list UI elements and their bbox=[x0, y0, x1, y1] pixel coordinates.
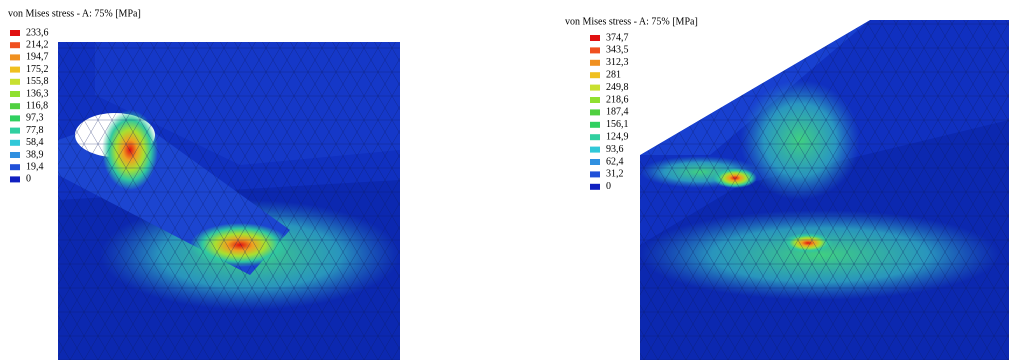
legend-swatch bbox=[590, 47, 600, 53]
figure: von Mises stress - A: 75% [MPa] von Mise… bbox=[0, 0, 1009, 360]
legend-label: 62,4 bbox=[606, 156, 624, 167]
legend-label: 58,4 bbox=[26, 137, 44, 148]
legend-swatch bbox=[590, 97, 600, 103]
legend-label: 38,9 bbox=[26, 149, 44, 160]
legend-swatch bbox=[10, 103, 20, 109]
legend-swatch bbox=[590, 122, 600, 128]
legend-swatch bbox=[10, 128, 20, 134]
legend-swatch bbox=[590, 60, 600, 66]
legend-swatch bbox=[590, 159, 600, 165]
legend-swatch bbox=[590, 35, 600, 41]
legend-label: 312,3 bbox=[606, 57, 629, 68]
legend-label: 175,2 bbox=[26, 64, 49, 75]
legend-label: 233,6 bbox=[26, 27, 49, 38]
legend-swatch bbox=[10, 164, 20, 170]
legend-label: 343,5 bbox=[606, 45, 629, 56]
legend-swatch bbox=[10, 30, 20, 36]
legend-label: 124,9 bbox=[606, 131, 629, 142]
fem-image-left bbox=[58, 42, 400, 360]
legend-label: 0 bbox=[26, 174, 31, 185]
legend-swatch bbox=[590, 134, 600, 140]
legend-swatch bbox=[590, 171, 600, 177]
legend-label: 0 bbox=[606, 181, 611, 192]
legend-label: 155,8 bbox=[26, 76, 49, 87]
legend-swatch bbox=[10, 176, 20, 182]
legend-swatch bbox=[10, 152, 20, 158]
legend-swatch bbox=[590, 184, 600, 190]
legend-title: von Mises stress - A: 75% [MPa] bbox=[8, 8, 141, 19]
legend-swatch bbox=[10, 91, 20, 97]
legend-swatch bbox=[590, 72, 600, 78]
legend-label: 249,8 bbox=[606, 82, 629, 93]
legend-swatch bbox=[590, 109, 600, 115]
legend-label: 218,6 bbox=[606, 94, 629, 105]
legend-label: 93,6 bbox=[606, 144, 624, 155]
legend-swatch bbox=[590, 147, 600, 153]
legend-label: 187,4 bbox=[606, 107, 629, 118]
legend-swatch bbox=[10, 79, 20, 85]
legend-label: 374,7 bbox=[606, 32, 629, 43]
legend-swatch bbox=[10, 140, 20, 146]
legend-swatch bbox=[10, 115, 20, 121]
legend-label: 281 bbox=[606, 69, 621, 80]
legend-label: 156,1 bbox=[606, 119, 629, 130]
legend-swatch bbox=[10, 67, 20, 73]
legend-swatch bbox=[590, 85, 600, 91]
legend-label: 19,4 bbox=[26, 161, 44, 172]
legend-title: von Mises stress - A: 75% [MPa] bbox=[565, 16, 698, 27]
legend-label: 116,8 bbox=[26, 100, 48, 111]
legend-label: 97,3 bbox=[26, 113, 44, 124]
legend-label: 77,8 bbox=[26, 125, 44, 136]
legend-label: 214,2 bbox=[26, 39, 49, 50]
legend-swatch bbox=[10, 54, 20, 60]
legend-label: 136,3 bbox=[26, 88, 49, 99]
legend-label: 31,2 bbox=[606, 169, 624, 180]
legend-swatch bbox=[10, 42, 20, 48]
legend-label: 194,7 bbox=[26, 52, 49, 63]
